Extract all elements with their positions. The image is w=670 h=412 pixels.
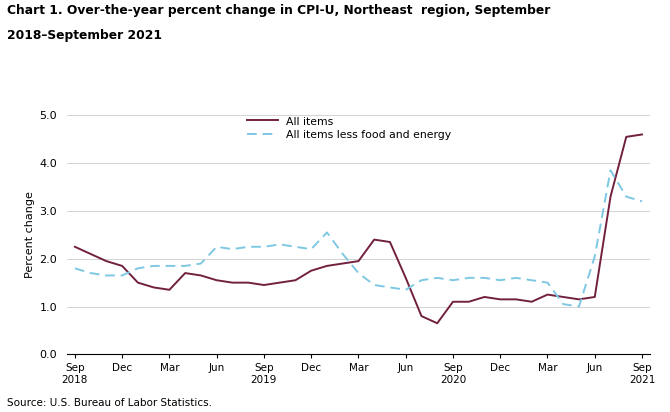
Text: 2018–September 2021: 2018–September 2021 <box>7 29 161 42</box>
Text: Chart 1. Over-the-year percent change in CPI-U, Northeast  region, September: Chart 1. Over-the-year percent change in… <box>7 4 550 17</box>
Legend: All items, All items less food and energy: All items, All items less food and energ… <box>247 116 452 140</box>
Text: Source: U.S. Bureau of Labor Statistics.: Source: U.S. Bureau of Labor Statistics. <box>7 398 212 408</box>
Y-axis label: Percent change: Percent change <box>25 192 36 278</box>
